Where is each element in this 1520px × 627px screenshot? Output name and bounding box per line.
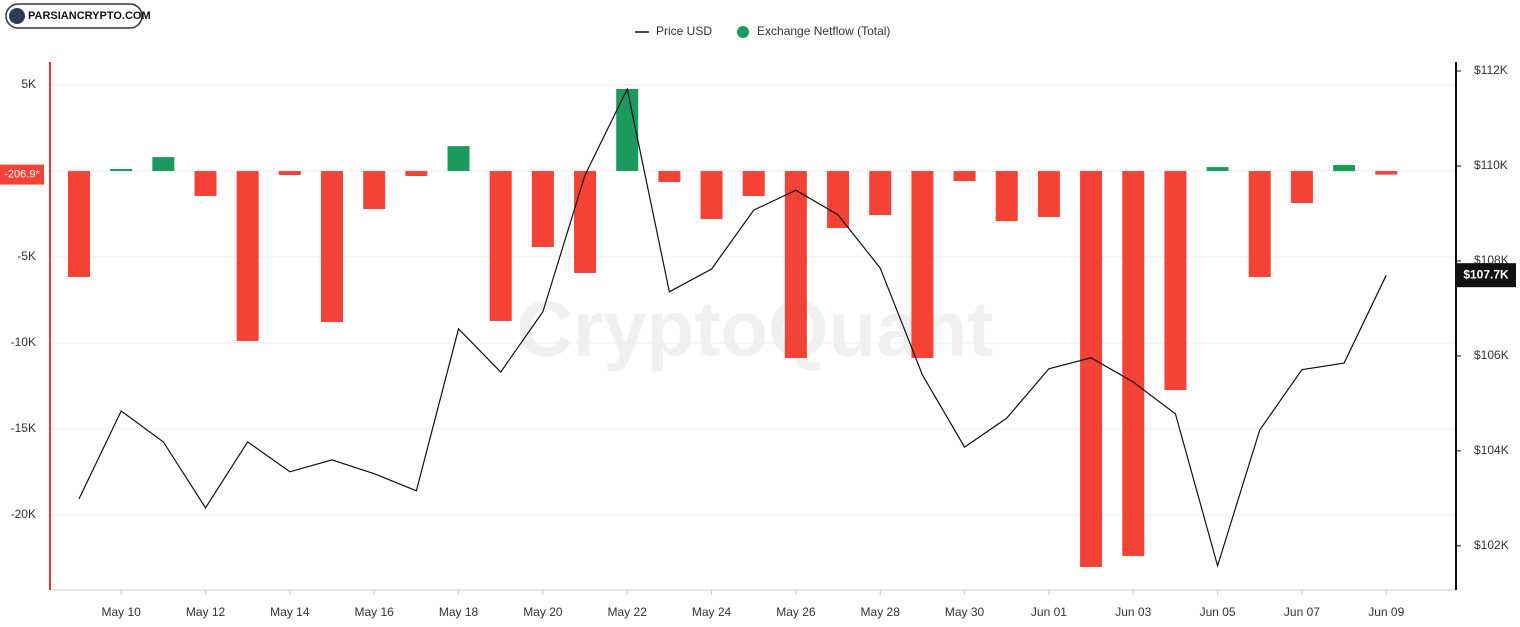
logo-icon: [9, 8, 25, 24]
x-tick-label: May 12: [186, 605, 226, 619]
x-tick-label: May 22: [608, 605, 648, 619]
bar: [1290, 171, 1313, 204]
logo-text: PARSIANCRYPTO.COM: [28, 10, 151, 22]
legend-label: Price USD: [656, 24, 712, 38]
current-price-box: [1456, 263, 1516, 288]
x-tick-label: Jun 01: [1031, 605, 1067, 619]
bar: [742, 171, 765, 196]
bar: [321, 171, 344, 323]
bar: [405, 171, 428, 177]
x-tick-label: Jun 07: [1284, 605, 1320, 619]
current-value-box: [0, 164, 44, 185]
x-tick-label: May 16: [355, 605, 395, 619]
bar: [531, 171, 554, 248]
bar: [278, 171, 301, 175]
bar: [1164, 171, 1187, 390]
x-tick-label: May 10: [101, 605, 141, 619]
y-tick-label: 5K: [21, 77, 36, 91]
bar: [953, 171, 976, 182]
bar: [1122, 171, 1145, 556]
x-tick-label: May 18: [439, 605, 479, 619]
bar: [658, 171, 681, 183]
x-tick-label: May 26: [776, 605, 816, 619]
bar: [110, 168, 133, 172]
y2-tick-label: $106K: [1474, 348, 1509, 362]
bar: [869, 171, 892, 216]
bar: [1037, 171, 1060, 217]
y2-tick-label: $104K: [1474, 443, 1509, 457]
bar: [911, 171, 934, 358]
y-tick-label: -15K: [11, 421, 36, 435]
bar: [489, 171, 512, 322]
bar: [616, 89, 639, 172]
current-price-label: $107.7K: [1463, 267, 1509, 281]
bar: [152, 157, 175, 172]
x-tick-label: May 28: [861, 605, 901, 619]
bar: [363, 171, 386, 210]
bar: [236, 171, 259, 341]
bar: [68, 171, 90, 277]
bar: [1375, 171, 1398, 175]
x-tick-label: Jun 05: [1200, 605, 1236, 619]
bar: [827, 171, 850, 228]
x-tick-label: May 14: [270, 605, 310, 619]
y-tick-label: -10K: [11, 335, 36, 349]
current-value-label: -206.9*: [4, 169, 40, 181]
price-line: [78, 87, 1387, 568]
x-tick-label: May 30: [945, 605, 985, 619]
bar: [1206, 167, 1229, 172]
x-tick-label: Jun 09: [1368, 605, 1404, 619]
bar: [447, 146, 470, 172]
bar: [784, 171, 807, 358]
y2-tick-label: $102K: [1474, 538, 1509, 552]
bar: [700, 171, 723, 220]
x-tick-label: May 24: [692, 605, 732, 619]
x-tick-label: May 20: [523, 605, 563, 619]
bar: [1248, 171, 1271, 277]
bar: [1080, 171, 1103, 567]
y-tick-label: -5K: [17, 249, 36, 263]
bar: [194, 171, 217, 196]
bar: [995, 171, 1018, 222]
bar: [574, 171, 597, 274]
y2-tick-label: $112K: [1474, 63, 1508, 77]
y2-tick-label: $110K: [1474, 158, 1508, 172]
y-tick-label: -20K: [11, 507, 36, 521]
x-tick-label: Jun 03: [1115, 605, 1151, 619]
bar: [1333, 165, 1356, 172]
logo-box: [5, 3, 143, 29]
legend-swatch: [737, 26, 750, 38]
legend-label: Exchange Netflow (Total): [757, 24, 890, 38]
